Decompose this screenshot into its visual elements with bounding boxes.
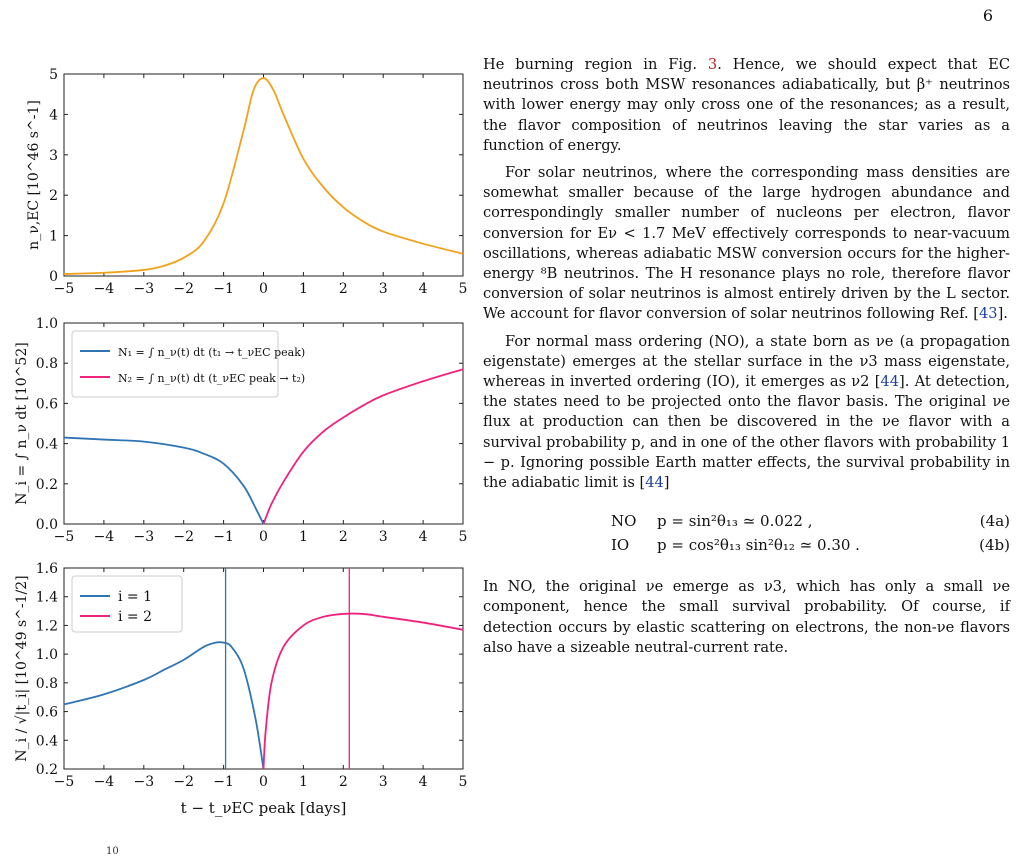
citation-link[interactable]: 44 [645,474,664,492]
x-tick-label: −3 [133,281,154,297]
x-tick-label: 4 [419,774,428,790]
equation-block: NO p = sin²θ₁₃ ≃ 0.022 , (4a) IO p = cos… [483,511,1010,559]
x-tick-label: 2 [339,281,348,297]
y-tick-label: 1.4 [36,590,58,606]
legend-label: i = 2 [118,609,152,625]
x-tick-label: −5 [54,529,75,545]
x-tick-label: 3 [379,281,388,297]
series-line-0 [63,641,265,770]
x-tick-label: 1 [299,774,308,790]
legend-label: i = 1 [118,589,152,605]
citation-link[interactable]: 44 [880,373,899,391]
y-tick-label: 0.6 [36,396,58,412]
equation-4a-body: p = sin²θ₁₃ ≃ 0.022 , [657,512,813,531]
citation-link[interactable]: 43 [978,305,998,323]
figure: −5 −4 −3 −2 −1 0 1 2 3 4 5 0 1 2 3 4 5 n_ν,EC [10^46 s^-1… [0,40,480,830]
y-tick-label: 0.4 [36,733,58,749]
x-tick-label: −5 [54,281,75,297]
x-tick-label: −4 [94,281,115,297]
x-axis-label: t − t_νEC peak [days] [181,799,347,817]
x-tick-label: 3 [379,774,388,790]
x-tick-label: 5 [459,774,468,790]
y-tick-label: 0.6 [36,705,58,721]
x-tick-label: −3 [133,529,154,545]
y-tick-label: 1.0 [36,316,58,332]
x-tick-label: 2 [339,774,348,790]
y-tick-label: 1 [49,229,58,245]
x-tick-label: 4 [419,281,428,297]
x-tick-label: 0 [259,774,268,790]
y-tick-label: 0.8 [36,676,58,692]
x-tick-label: −3 [133,774,154,790]
y-tick-label: 4 [49,107,58,123]
body-text: He burning region in Fig. 3. Hence, we s… [483,55,1010,658]
x-tick-label: 1 [299,529,308,545]
x-tick-label: 0 [259,529,268,545]
y-axis-label: N_i = ∫ n_ν dt [10^52] [14,342,30,504]
figure-ref-link[interactable]: 3 [707,56,718,73]
equation-4b-label: IO [611,536,630,555]
series-line-0 [63,77,464,275]
legend-label: N₂ = ∫ n_ν(t) dt (t_νEC peak → t₂) [118,372,305,385]
panel-0-frame [63,73,464,277]
y-tick-label: 5 [49,67,58,83]
series-line-1 [262,612,464,770]
x-tick-label: 3 [379,529,388,545]
x-tick-label: −5 [54,774,75,790]
y-tick-label: 0.8 [36,356,58,372]
equation-4b-body: p = cos²θ₁₃ sin²θ₁₂ ≃ 0.30 . [657,536,860,555]
equation-4a-number: (4a) [979,512,1010,531]
paragraph-4: In NO, the original νe emerge as ν3, whi… [483,578,1010,656]
page-number: 6 [982,6,993,25]
x-tick-label: 4 [419,529,428,545]
equation-4a-label: NO [611,512,637,531]
y-axis-label: N_i / √|t_i| [10^49 s^-1/2] [14,575,30,761]
x-tick-label: −2 [173,774,194,790]
cut-off-text: 10 [106,846,119,857]
legend-box [71,330,279,398]
x-tick-label: −1 [213,774,234,790]
y-tick-label: 0.0 [36,517,58,533]
x-tick-label: −4 [94,774,115,790]
x-tick-label: −2 [173,281,194,297]
y-tick-label: 1.0 [36,647,58,663]
y-tick-label: 0.2 [36,762,58,778]
y-tick-label: 0.2 [36,477,58,493]
paragraph-1: He burning region in Fig. 3. Hence, we s… [483,56,1010,154]
paragraph-2: For solar neutrinos, where the correspon… [483,164,1010,323]
x-tick-label: −1 [213,281,234,297]
equation-4a: NO p = sin²θ₁₃ ≃ 0.022 , (4a) [483,511,1010,535]
equation-4b: IO p = cos²θ₁₃ sin²θ₁₂ ≃ 0.30 . (4b) [483,535,1010,559]
legend-box [71,575,183,633]
figure-svg: −5 −4 −3 −2 −1 0 1 2 3 4 5 0 1 2 3 4 5 n_ν,EC [10^46 s^-1… [14,67,468,817]
y-tick-label: 2 [49,188,58,204]
series-line-1 [262,368,464,525]
x-tick-label: −4 [94,529,115,545]
y-tick-label: 1.6 [36,561,58,577]
series-line-0 [63,436,265,525]
x-tick-label: 0 [259,281,268,297]
x-tick-label: −1 [213,529,234,545]
y-axis-label: n_ν,EC [10^46 s^-1] [26,100,42,250]
y-tick-label: 0 [49,269,58,285]
x-tick-label: 2 [339,529,348,545]
x-tick-label: 5 [459,529,468,545]
y-tick-label: 0.4 [36,437,58,453]
y-tick-label: 1.2 [36,618,58,634]
paragraph-3: For normal mass ordering (NO), a state b… [483,332,1010,492]
x-tick-label: 1 [299,281,308,297]
x-tick-label: −2 [173,529,194,545]
x-tick-label: 5 [459,281,468,297]
equation-4b-number: (4b) [979,536,1010,555]
y-tick-label: 3 [49,148,58,164]
legend-label: N₁ = ∫ n_ν(t) dt (t₁ → t_νEC peak) [118,346,305,359]
